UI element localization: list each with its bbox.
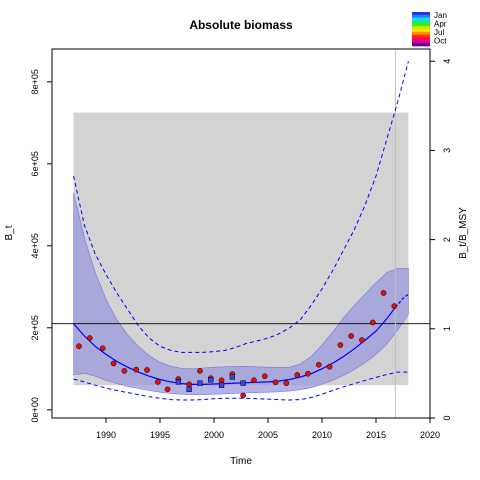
y-right-tick-label: 1 xyxy=(442,326,452,331)
y-tick-label: 8e+05 xyxy=(30,69,40,94)
x-tick-label: 2010 xyxy=(312,430,332,440)
confidence-band xyxy=(73,192,409,395)
observation-point xyxy=(99,345,106,352)
legend-color-swatch xyxy=(412,23,430,27)
observation-point xyxy=(197,368,203,374)
legend-label: Jul xyxy=(434,28,444,37)
legend-color-swatch xyxy=(412,26,430,30)
observation-point xyxy=(240,392,247,399)
legend-color-swatch xyxy=(412,43,430,47)
legend-color-swatch xyxy=(412,17,430,21)
observation-point xyxy=(348,333,355,339)
observation-point xyxy=(229,374,236,380)
observation-point xyxy=(164,386,171,393)
y-axis-title: B_t xyxy=(4,225,15,240)
legend-label: Apr xyxy=(434,20,447,29)
observation-point xyxy=(218,377,225,384)
observation-point xyxy=(305,370,311,377)
y-right-tick-label: 2 xyxy=(442,237,452,242)
x-tick-label: 2000 xyxy=(204,430,224,440)
y-tick-label: 0e+00 xyxy=(30,397,40,422)
x-tick-label: 2015 xyxy=(366,430,386,440)
x-axis-title: Time xyxy=(230,456,252,467)
observation-point xyxy=(197,380,203,386)
legend-color-swatch xyxy=(412,12,430,16)
observation-point xyxy=(315,361,322,368)
observation-point xyxy=(369,319,376,326)
observation-point xyxy=(110,360,117,367)
y-tick-label: 2e+05 xyxy=(30,315,40,340)
observation-point xyxy=(337,342,344,348)
observation-point xyxy=(86,335,93,341)
observation-point xyxy=(294,372,301,378)
plot-frame xyxy=(51,48,431,419)
y-right-axis-title: B_t/B_MSY xyxy=(458,207,469,259)
x-tick-label: 1990 xyxy=(96,430,116,440)
biomass-estimate-line xyxy=(73,306,396,385)
legend-label: Oct xyxy=(434,37,447,46)
observation-point xyxy=(186,381,193,388)
observation-point xyxy=(391,303,398,309)
legend-color-swatch xyxy=(412,40,430,44)
chart-title: Absolute biomass xyxy=(189,18,293,32)
legend-color-swatch xyxy=(412,31,430,35)
legend-color-swatch xyxy=(412,29,430,33)
observation-point xyxy=(261,373,268,380)
observation-point xyxy=(121,368,128,374)
observation-point xyxy=(133,366,140,373)
observation-point xyxy=(380,290,387,296)
observation-point xyxy=(144,367,150,373)
observation-point xyxy=(326,363,333,370)
x-tick-label: 1995 xyxy=(150,430,170,440)
y-right-tick-label: 4 xyxy=(442,59,452,64)
observation-point xyxy=(272,379,279,386)
observation-point xyxy=(186,386,192,392)
legend-label: Jan xyxy=(434,11,447,20)
x-tick-label: 2020 xyxy=(420,430,440,440)
prediction-lower-line xyxy=(73,371,409,401)
legend-color-swatch xyxy=(412,14,430,18)
observation-point xyxy=(251,377,257,384)
observation-point xyxy=(154,379,161,385)
observation-point xyxy=(208,377,214,383)
y-tick-label: 4e+05 xyxy=(30,233,40,258)
observation-point xyxy=(240,380,246,386)
prediction-upper-line xyxy=(73,61,409,353)
y-right-tick-label: 0 xyxy=(442,415,452,420)
biomass-forecast-line xyxy=(394,293,409,308)
y-tick-label: 6e+05 xyxy=(30,151,40,176)
observation-point xyxy=(283,380,290,386)
observation-point xyxy=(359,337,365,343)
legend-color-swatch xyxy=(412,34,430,38)
legend-color-swatch xyxy=(412,20,430,24)
y-right-tick-label: 3 xyxy=(442,148,452,153)
legend-color-swatch xyxy=(412,37,430,41)
observation-point xyxy=(218,382,225,388)
observation-point xyxy=(175,379,182,385)
x-tick-label: 2005 xyxy=(258,430,278,440)
observation-point xyxy=(76,343,82,350)
